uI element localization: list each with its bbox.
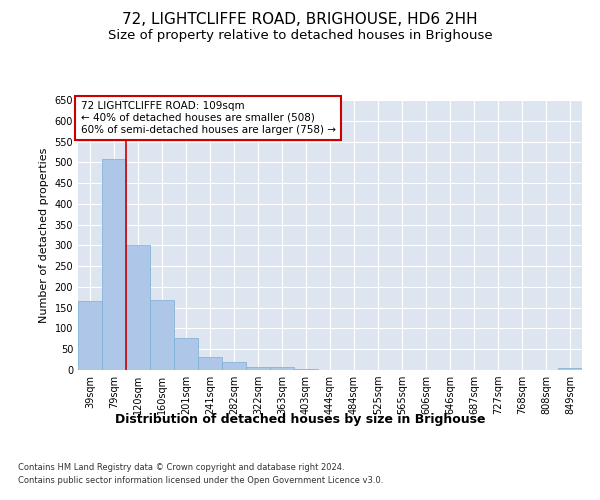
Bar xyxy=(270,366,294,370)
Text: Contains HM Land Registry data © Crown copyright and database right 2024.: Contains HM Land Registry data © Crown c… xyxy=(18,462,344,471)
Bar xyxy=(150,300,174,370)
Bar xyxy=(198,357,222,370)
Bar xyxy=(222,362,246,370)
Text: Distribution of detached houses by size in Brighouse: Distribution of detached houses by size … xyxy=(115,412,485,426)
Text: Size of property relative to detached houses in Brighouse: Size of property relative to detached ho… xyxy=(107,29,493,42)
Bar xyxy=(294,369,318,370)
Bar xyxy=(246,366,270,370)
Bar xyxy=(78,302,102,370)
Text: 72, LIGHTCLIFFE ROAD, BRIGHOUSE, HD6 2HH: 72, LIGHTCLIFFE ROAD, BRIGHOUSE, HD6 2HH xyxy=(122,12,478,28)
Text: Contains public sector information licensed under the Open Government Licence v3: Contains public sector information licen… xyxy=(18,476,383,485)
Y-axis label: Number of detached properties: Number of detached properties xyxy=(39,148,49,322)
Bar xyxy=(102,159,126,370)
Bar xyxy=(126,244,150,370)
Bar xyxy=(174,338,198,370)
Bar xyxy=(558,368,582,370)
Text: 72 LIGHTCLIFFE ROAD: 109sqm
← 40% of detached houses are smaller (508)
60% of se: 72 LIGHTCLIFFE ROAD: 109sqm ← 40% of det… xyxy=(80,102,335,134)
